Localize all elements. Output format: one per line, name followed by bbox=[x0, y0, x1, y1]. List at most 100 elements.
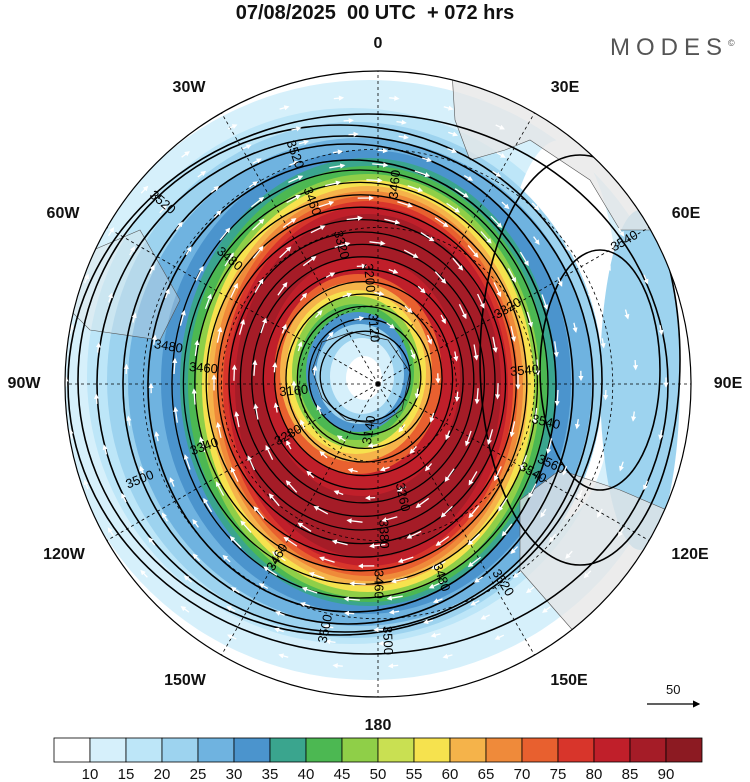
wind-arrow bbox=[446, 202, 461, 213]
wind-arrow bbox=[306, 470, 315, 479]
wind-arrow bbox=[564, 242, 571, 252]
lon-label-60w: 60W bbox=[46, 205, 80, 222]
wind-arrow bbox=[540, 508, 547, 518]
wind-arrow bbox=[346, 518, 363, 524]
wind-arrow bbox=[140, 185, 149, 194]
wind-arrow bbox=[369, 543, 386, 549]
wind-arrow bbox=[318, 200, 335, 208]
wind-arrow bbox=[434, 217, 449, 228]
south-pole-marker bbox=[375, 381, 381, 387]
map-title: 07/08/2025 00 UTC + 072 hrs bbox=[235, 2, 515, 24]
wind-arrow bbox=[131, 312, 137, 323]
wind-arrow bbox=[414, 170, 431, 178]
wind-arrow bbox=[204, 293, 212, 310]
contour-east-3560 bbox=[539, 249, 661, 491]
wind-arrow bbox=[490, 215, 503, 229]
wind-arrow bbox=[406, 530, 422, 539]
contour-3460 bbox=[147, 159, 557, 613]
wind-vectors bbox=[65, 95, 669, 669]
wind-arrow bbox=[265, 444, 274, 460]
wind-arrow bbox=[149, 264, 155, 275]
wind-arrow bbox=[378, 640, 389, 647]
meridian-line bbox=[221, 383, 379, 656]
wind-arrow bbox=[298, 139, 310, 145]
contour-label: 3320 bbox=[331, 229, 353, 261]
wind-arrow bbox=[308, 572, 325, 579]
lon-label-150e: 150E bbox=[550, 672, 588, 689]
wind-arrow bbox=[151, 334, 158, 345]
wind-arrow bbox=[576, 218, 584, 227]
wind-arrow bbox=[381, 516, 398, 523]
wind-arrow bbox=[300, 419, 305, 430]
meridian-line bbox=[377, 112, 535, 385]
wind-arrow bbox=[388, 268, 399, 274]
wind-arrow bbox=[279, 105, 290, 111]
contour-label: 3460 bbox=[188, 359, 218, 376]
wind-arrow bbox=[384, 218, 401, 225]
wind-arrow bbox=[169, 477, 175, 487]
wind-arrow bbox=[271, 551, 286, 562]
wind-arrow bbox=[531, 202, 540, 211]
wind-arrow bbox=[332, 149, 344, 155]
wind-arrow bbox=[281, 323, 287, 334]
wind-arrow bbox=[210, 185, 220, 193]
wind-arrow bbox=[410, 349, 416, 360]
wind-arrow bbox=[396, 486, 407, 492]
wind-arrow bbox=[454, 391, 460, 402]
wind-arrow bbox=[467, 533, 480, 546]
wind-arrow bbox=[583, 570, 592, 579]
wind-arrow bbox=[272, 362, 278, 373]
wind-arrow bbox=[334, 241, 351, 248]
wind-arrow bbox=[409, 445, 417, 454]
wind-arrow bbox=[154, 431, 160, 442]
wind-arrow bbox=[278, 653, 289, 659]
wind-arrow bbox=[605, 261, 611, 272]
wind-arrow bbox=[234, 411, 240, 428]
wind-arrow bbox=[83, 479, 89, 490]
wind-arrow bbox=[387, 663, 399, 669]
wind-arrow bbox=[129, 246, 135, 256]
wind-arrow bbox=[422, 619, 434, 625]
wind-arrow bbox=[554, 389, 560, 407]
wind-arrow bbox=[254, 278, 264, 293]
wind-arrow bbox=[349, 581, 366, 587]
wind-arrow bbox=[407, 185, 424, 192]
wind-arrow bbox=[374, 290, 385, 297]
wind-arrow bbox=[95, 342, 101, 353]
contour-line bbox=[194, 194, 528, 572]
wind-arrow bbox=[102, 444, 108, 455]
wind-arrow bbox=[121, 492, 127, 503]
wind-arrow bbox=[297, 522, 312, 532]
wind-arrow bbox=[587, 288, 593, 299]
wind-arrow bbox=[445, 430, 451, 441]
wind-arrow bbox=[192, 519, 199, 528]
wind-arrow bbox=[501, 201, 510, 210]
wind-arrow bbox=[377, 148, 389, 154]
wind-arrow bbox=[194, 339, 200, 356]
reference-vector-arrow bbox=[647, 700, 701, 708]
wind-arrow bbox=[643, 480, 649, 491]
wind-arrow bbox=[83, 273, 89, 284]
contour-label: 3460 bbox=[372, 570, 387, 599]
wind-arrow bbox=[173, 406, 179, 423]
wind-arrow bbox=[126, 415, 132, 426]
contour-3480 bbox=[122, 143, 574, 625]
wind-arrow bbox=[467, 556, 481, 568]
lon-label-150w: 150W bbox=[164, 672, 206, 689]
wind-arrow bbox=[600, 338, 606, 349]
wind-arrow bbox=[458, 304, 467, 320]
wind-arrow bbox=[422, 157, 433, 163]
wind-arrow bbox=[325, 272, 336, 278]
wind-arrow bbox=[140, 569, 148, 578]
wind-arrow bbox=[216, 422, 222, 439]
new-zealand bbox=[465, 689, 487, 697]
wind-arrow bbox=[470, 600, 480, 606]
wind-arrow bbox=[347, 467, 358, 474]
wind-arrow bbox=[465, 430, 472, 447]
wind-arrow bbox=[498, 497, 508, 512]
wind-arrow bbox=[373, 627, 384, 633]
wind-arrow bbox=[403, 249, 419, 258]
wind-arrow bbox=[390, 577, 407, 584]
contour-3520 bbox=[77, 124, 603, 636]
wind-arrow bbox=[549, 533, 557, 543]
